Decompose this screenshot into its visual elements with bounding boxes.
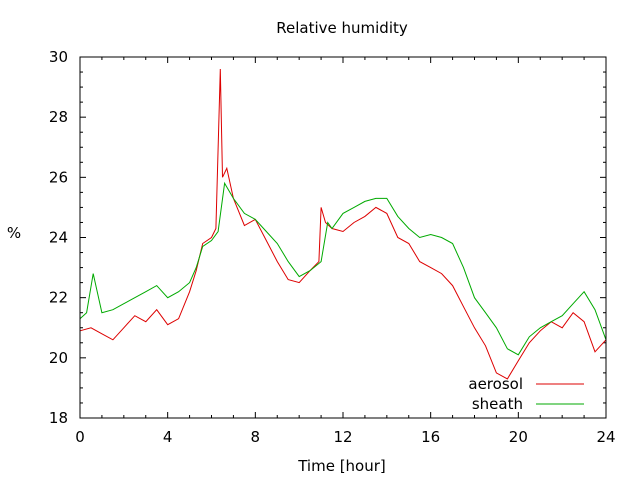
x-tick-label: 20 (509, 428, 528, 446)
x-tick-label: 4 (163, 428, 173, 446)
series-lines (79, 68, 607, 380)
x-tick-label: 12 (333, 428, 352, 446)
y-axis-label: % (7, 224, 21, 242)
series-line-aerosol (79, 68, 607, 380)
legend-label-aerosol: aerosol (468, 375, 523, 393)
x-tick-label: 8 (251, 428, 261, 446)
x-tick-label: 24 (596, 428, 615, 446)
axis-ticks: 0 4 8 12 16 20 24 18 20 22 24 26 28 30 (49, 48, 616, 446)
plot-frame (79, 56, 607, 419)
y-tick-label: 22 (49, 289, 68, 307)
chart-title: Relative humidity (276, 19, 408, 37)
legend: aerosol sheath (468, 375, 584, 413)
y-tick-label: 26 (49, 168, 68, 186)
x-tick-label: 0 (75, 428, 85, 446)
y-tick-label: 20 (49, 349, 68, 367)
y-tick-label: 30 (49, 48, 68, 66)
legend-label-sheath: sheath (472, 395, 523, 413)
x-tick-label: 16 (421, 428, 440, 446)
series-line-sheath (79, 181, 607, 356)
y-tick-label: 28 (49, 108, 68, 126)
y-tick-label: 18 (49, 409, 68, 427)
y-tick-label: 24 (49, 229, 68, 247)
x-axis-label: Time [hour] (297, 457, 386, 475)
